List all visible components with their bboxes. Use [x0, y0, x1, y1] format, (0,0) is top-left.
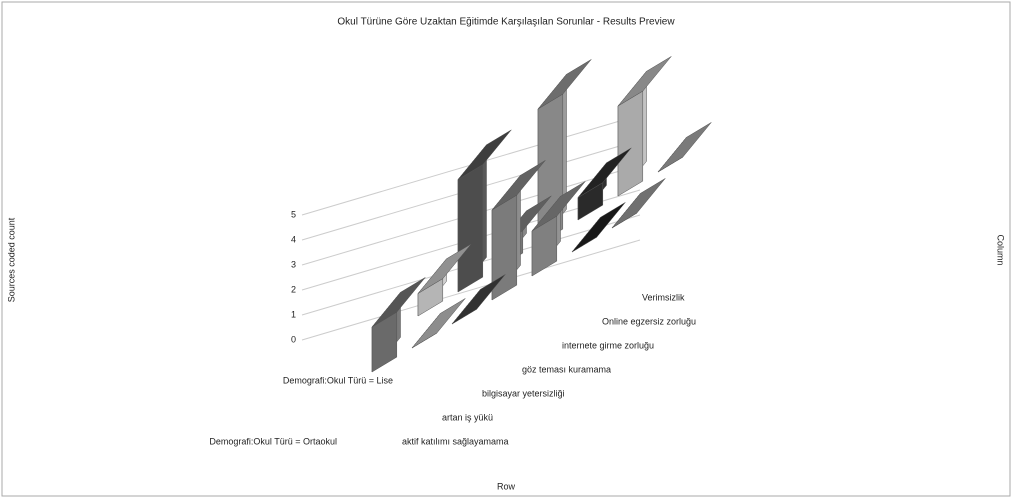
y-tick-label: 2	[291, 284, 296, 294]
x-tick-label: Online egzersiz zorluğu	[602, 316, 696, 326]
bar-top	[457, 129, 512, 180]
bar	[611, 178, 666, 229]
x-axis-label: Row	[497, 481, 516, 491]
bar	[491, 160, 546, 301]
grid-line	[301, 239, 641, 341]
bar-top	[611, 178, 666, 229]
bar	[657, 122, 712, 173]
x-tick-label: göz teması kuramama	[522, 364, 611, 374]
y-tick-label: 1	[291, 309, 296, 319]
bar	[577, 147, 632, 221]
bar-top	[371, 277, 426, 328]
bar-top	[491, 160, 546, 211]
bar	[451, 274, 506, 325]
z-axis-label: Column	[996, 234, 1006, 265]
y-tick-label: 0	[291, 334, 296, 344]
bar	[371, 277, 426, 373]
bar-top	[531, 181, 586, 232]
y-axis-label: Sources coded count	[6, 217, 16, 302]
bar-top	[617, 56, 672, 107]
row-label: Demografi:Okul Türü = Ortaokul	[209, 436, 337, 446]
bar-top	[537, 59, 592, 110]
bar-top	[577, 147, 632, 198]
bar-top	[451, 274, 506, 325]
bar-top	[657, 122, 712, 173]
x-tick-label: Verimsizlik	[642, 292, 685, 302]
bar	[617, 56, 672, 197]
bar-top	[411, 298, 466, 349]
y-tick-label: 3	[291, 259, 296, 269]
bar-front	[457, 164, 484, 293]
row-label: Demografi:Okul Türü = Lise	[283, 375, 393, 385]
chart-title: Okul Türüne Göre Uzaktan Eğitimde Karşıl…	[337, 17, 675, 28]
bar	[457, 129, 512, 293]
x-tick-label: bilgisayar yetersizliği	[482, 388, 565, 398]
y-tick-label: 4	[291, 234, 296, 244]
bar	[417, 243, 472, 317]
bar-top	[571, 202, 626, 253]
bar	[411, 298, 466, 349]
bar	[571, 202, 626, 253]
bar-top	[417, 243, 472, 294]
bar-front	[617, 90, 644, 197]
x-tick-label: artan iş yükü	[442, 412, 493, 422]
bar	[531, 181, 586, 277]
y-tick-label: 5	[291, 209, 296, 219]
x-tick-label: aktif katılımı sağlayamama	[402, 436, 509, 446]
x-tick-label: internete girme zorluğu	[562, 340, 654, 350]
